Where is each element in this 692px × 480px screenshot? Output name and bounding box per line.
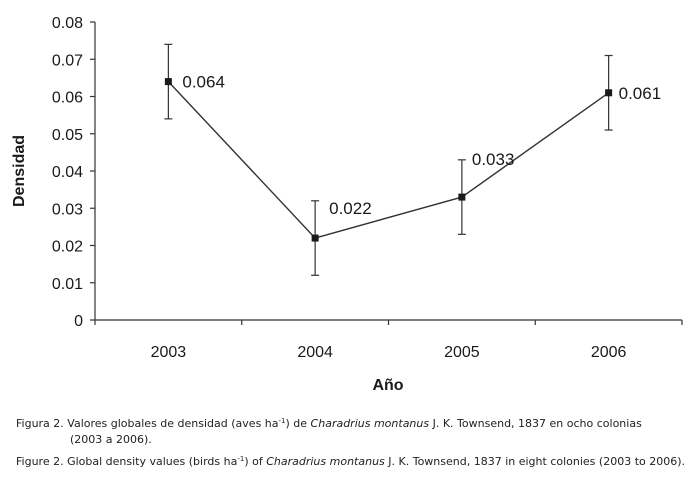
data-label: 0.033 [472, 150, 515, 169]
y-tick-label: 0.01 [52, 276, 83, 293]
y-tick-label: 0.03 [52, 201, 83, 218]
x-tick-label: 2005 [444, 344, 480, 361]
y-ticks: 0 0.01 0.02 0.03 0.04 0.05 0.06 0.07 0.08 [52, 15, 95, 330]
series-line [167, 81, 610, 239]
caption-es-line2: (2003 a 2006). [70, 433, 152, 446]
y-tick-label: 0.05 [52, 127, 83, 144]
caption-es-mid: ) de [285, 417, 311, 430]
data-label: 0.061 [619, 84, 662, 103]
caption-es-line1: Figura 2. Valores globales de densidad (… [16, 417, 642, 430]
x-tick-label: 2003 [151, 344, 187, 361]
density-series [167, 81, 610, 239]
error-bars [164, 43, 613, 276]
x-ticks: 2003 2004 2005 2006 [94, 320, 683, 361]
caption-en-sup: -1 [237, 455, 245, 463]
caption-en-mid: ) of [244, 455, 267, 468]
caption-en-species: Charadrius montanus [266, 455, 385, 468]
x-tick-label: 2006 [591, 344, 627, 361]
data-point [311, 234, 319, 242]
y-tick-label: 0.07 [52, 52, 83, 69]
x-axis-label: Año [372, 377, 403, 394]
caption-es-species: Charadrius montanus [310, 417, 430, 430]
chart-axes [94, 22, 682, 321]
caption-es-suffix: J. K. Townsend, 1837 en ocho colonias [429, 417, 642, 430]
y-tick-label: 0 [74, 313, 83, 330]
density-line-chart: 00.010.020.030.040.050.060.070.08 2003 20… [11, 15, 683, 394]
x-tick-label: 2004 [297, 344, 333, 361]
caption-es-sup: -1 [278, 417, 286, 425]
caption-en-line: Figure 2. Global density values (birds h… [16, 455, 685, 468]
y-tick-label: 0.08 [52, 15, 83, 32]
data-point [164, 78, 172, 86]
data-point [458, 193, 466, 201]
data-point [605, 89, 613, 97]
y-tick-label: 0.04 [52, 164, 83, 181]
data-label: 0.022 [329, 199, 372, 218]
caption-en-prefix: Figure 2. Global density values (birds h… [16, 455, 238, 468]
y-axis-label: Densidad [11, 135, 28, 207]
caption-en-suffix: J. K. Townsend, 1837 in eight colonies (… [384, 455, 686, 468]
data-labels: 0.064 0.022 0.033 0.061 [182, 73, 661, 218]
data-label: 0.064 [182, 73, 225, 92]
y-tick-label: 0.02 [52, 239, 83, 256]
caption-es-prefix: Figura 2. Valores globales de densidad (… [16, 417, 279, 430]
y-tick-label: 0.06 [52, 90, 83, 107]
data-markers [164, 78, 613, 242]
